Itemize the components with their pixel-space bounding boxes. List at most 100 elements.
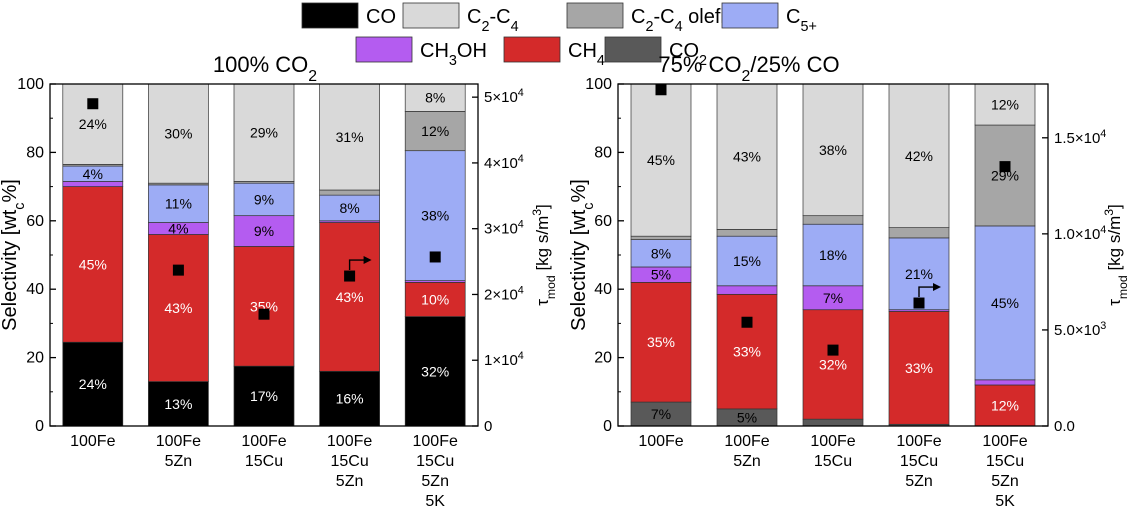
y-tick-label: 40 xyxy=(594,281,612,298)
y2-axis-label: τmod [kg s/m3] xyxy=(1102,204,1130,306)
bar-segment-co2 xyxy=(802,418,864,427)
tau-marker xyxy=(741,316,753,328)
x-axis-labels: 100Fe 100Fe 5Zn 100Fe 15Cu 100Fe 15Cu 5Zn 100Fe 1… xyxy=(638,433,1027,508)
data-label: 45% xyxy=(991,295,1019,311)
chart-panel-75-co2-25-co: 75% CO2/25% CO 7% 35% 5% 8% 45% 5% 33% 15% 43% 32%… xyxy=(568,52,1130,508)
tau-marker xyxy=(913,297,925,309)
bar-segment-c2-c4-olefins xyxy=(888,227,950,239)
tau-marker xyxy=(999,161,1011,173)
bar-segment-c2-c4 xyxy=(802,83,864,217)
x-tick-label: 100Fe xyxy=(638,433,683,450)
bar-segment-ch4 xyxy=(974,384,1036,427)
bar-stack-4: 16% 43% 8% 31% xyxy=(319,83,380,427)
legend-label-c2c4: C2-C4 xyxy=(467,6,519,35)
data-label: 35% xyxy=(250,298,278,314)
y-tick-label: 20 xyxy=(26,350,44,367)
x-tick-label: 100Fe 15Cu 5Zn xyxy=(327,433,372,490)
bar-segment-c2-c4-olefins xyxy=(716,229,778,237)
tau-arrow-head xyxy=(933,283,941,292)
bar-segment-ch4 xyxy=(233,246,295,367)
y2-axis-ticks: 0.0 5.0×103 1.0×104 1.5×104 xyxy=(1042,128,1106,435)
legend-swatch-co2 xyxy=(604,36,662,63)
bar-stack-1: 24% 45% 4% 24% xyxy=(62,83,124,427)
bar-segment-c2-c4 xyxy=(630,83,692,237)
bar-segment-c2-c4-olefins xyxy=(630,235,692,240)
y2-tick-label: 0.0 xyxy=(1054,418,1075,435)
tau-arrow-head xyxy=(363,256,372,265)
bar-segment-c5 xyxy=(630,239,692,268)
bar-segment-c2-c4 xyxy=(319,83,380,191)
tau-marker xyxy=(344,270,356,282)
legend-item-c2c4-olefins: C2-C4 olefins xyxy=(566,2,746,35)
data-label: 32% xyxy=(421,363,449,379)
y-tick-label: 80 xyxy=(26,144,44,161)
y2-tick-label: 0 xyxy=(484,418,492,435)
data-label: 43% xyxy=(336,289,364,305)
bar-segment-c2-c4 xyxy=(148,83,209,184)
y-tick-label: 20 xyxy=(594,350,612,367)
tau-arrow-icon xyxy=(348,256,372,271)
bar-segment-c5 xyxy=(319,194,380,222)
data-label: 7% xyxy=(823,290,843,306)
y2-tick-label: 1.0×104 xyxy=(1054,224,1106,243)
data-label: 24% xyxy=(79,116,107,132)
bar-segment-ch4 xyxy=(148,234,209,382)
y-tick-label: 0 xyxy=(603,418,612,435)
bar-stack-2: 13% 43% 4% 11% 30% xyxy=(148,83,209,427)
bar-stack-5: 32% 10% 38% 12% 8% xyxy=(404,83,466,427)
data-label: 4% xyxy=(83,166,103,182)
data-label: 32% xyxy=(819,356,847,372)
data-label: 4% xyxy=(168,220,188,236)
data-label: 33% xyxy=(905,360,933,376)
data-label: 30% xyxy=(164,126,192,142)
legend-item-c5plus: C5+ xyxy=(721,2,817,35)
tau-marker xyxy=(827,344,839,356)
x-tick-label: 100Fe xyxy=(70,433,115,450)
bar-segment-c2-c4-olefins xyxy=(319,189,380,196)
chart-panel-100-co2: 100% CO2 24% 45% 4% 24% 13% 43% 4% 11% 30% 17% 35% 9… xyxy=(0,52,558,508)
data-label: 12% xyxy=(991,97,1019,113)
tau-arrow-icon xyxy=(918,283,941,298)
y2-tick-label: 2×104 xyxy=(484,284,524,303)
legend: CO C2-C4 C2-C4 olefins C5+ CH3OH CH4 CO2 xyxy=(301,2,817,69)
bar-segment-c2-c4 xyxy=(62,83,124,165)
y-axis-label: Selectivity [wtc%] xyxy=(568,179,597,331)
tau-marker xyxy=(87,98,99,110)
bar-segment-ch3oh xyxy=(233,215,295,247)
bar-segment-ch3oh xyxy=(716,285,778,295)
bar-segment-ch4 xyxy=(802,309,864,420)
bar-segment-c2-c4-olefins xyxy=(404,111,466,152)
y-axis-ticks: 0 20 40 60 80 100 xyxy=(585,76,624,435)
y-axis-ticks: 0 20 40 60 80 100 xyxy=(17,76,56,435)
bar-stack-3: 32% 7% 18% 38% xyxy=(802,83,864,427)
bar-stack-4: 33% 21% 42% xyxy=(888,83,950,427)
data-label: 9% xyxy=(254,191,274,207)
data-label: 10% xyxy=(421,291,449,307)
legend-label-ch4: CH4 xyxy=(568,40,605,69)
bar-stack-1: 7% 35% 5% 8% 45% xyxy=(630,83,692,427)
y2-tick-label: 5×104 xyxy=(484,87,524,106)
bar-segment-ch3oh xyxy=(974,379,1036,386)
legend-swatch-c2c4-olefins xyxy=(566,2,624,29)
bars: 7% 35% 5% 8% 45% 5% 33% 15% 43% 32% 7% 18% 38% 33% 21%… xyxy=(630,83,1036,427)
data-label: 43% xyxy=(733,149,761,165)
chart-title: 100% CO2 xyxy=(213,52,317,85)
bar-segment-co xyxy=(62,341,124,427)
legend-label-c5plus: C5+ xyxy=(786,6,817,35)
data-label: 17% xyxy=(250,388,278,404)
data-label: 9% xyxy=(254,223,274,239)
data-label: 29% xyxy=(250,125,278,141)
bar-segment-c2-c4 xyxy=(404,83,466,112)
legend-item-ch4: CH4 xyxy=(503,36,605,69)
tau-marker xyxy=(655,84,667,96)
x-tick-label: 100Fe 15Cu xyxy=(810,433,855,470)
bar-segment-co xyxy=(404,316,466,427)
legend-swatch-co xyxy=(301,2,359,29)
y-tick-label: 100 xyxy=(17,76,44,93)
y-tick-label: 0 xyxy=(35,418,44,435)
bar-segment-ch4 xyxy=(319,222,380,372)
data-label: 29% xyxy=(991,167,1019,183)
bar-segment-ch4 xyxy=(62,186,124,343)
tau-marker xyxy=(429,251,441,263)
